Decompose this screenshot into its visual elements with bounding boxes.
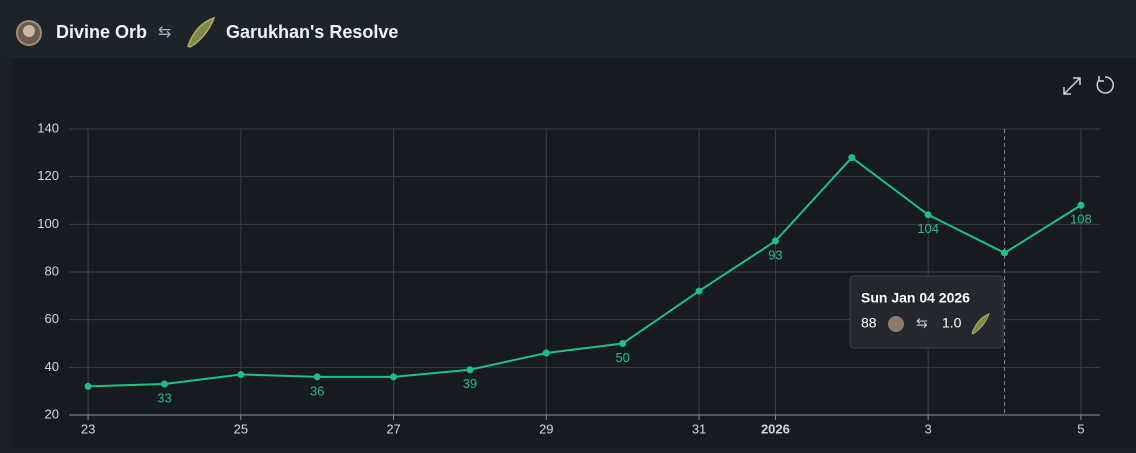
tooltip-box xyxy=(849,275,1004,349)
point xyxy=(466,366,474,374)
reset-button[interactable] xyxy=(1096,76,1114,94)
point xyxy=(695,287,703,295)
x-tick-label: 5 xyxy=(1077,421,1084,436)
tooltip-ratio: 1.0 xyxy=(942,315,962,331)
x-tick-label: 25 xyxy=(234,421,248,436)
data-label: 36 xyxy=(310,383,324,398)
point xyxy=(542,349,550,357)
x-tick-label: 31 xyxy=(692,421,706,436)
point xyxy=(924,211,932,219)
x-tick-label: 2026 xyxy=(761,421,790,436)
point xyxy=(619,340,627,347)
point xyxy=(160,380,168,388)
to-name: Garukhan's Resolve xyxy=(226,22,398,42)
chart-panel xyxy=(12,58,1136,448)
header-bar xyxy=(0,0,1136,58)
x-tick-label: 3 xyxy=(925,421,932,436)
from-name: Divine Orb xyxy=(56,22,147,42)
from-icon xyxy=(16,20,42,46)
data-label: 93 xyxy=(768,247,782,262)
swap-arrow: ⇆ xyxy=(158,24,171,41)
y-tick-label: 60 xyxy=(45,311,59,326)
tooltip-value: 88 xyxy=(861,315,877,331)
y-tick-label: 120 xyxy=(37,168,59,183)
data-label: 39 xyxy=(463,376,477,391)
expand-button[interactable] xyxy=(1063,77,1081,95)
y-tick-label: 80 xyxy=(45,263,59,278)
point xyxy=(1077,201,1085,209)
tooltip-to-icon xyxy=(971,313,990,335)
point xyxy=(237,370,245,378)
tooltip: Sun Jan 04 2026 88 ⇆ 1.0 xyxy=(849,275,1004,349)
y-tick-label: 100 xyxy=(37,216,59,231)
data-label: 104 xyxy=(917,221,939,236)
point xyxy=(771,237,779,245)
tooltip-title: Sun Jan 04 2026 xyxy=(861,290,970,306)
point xyxy=(1001,249,1009,257)
x-tick-label: 27 xyxy=(386,421,400,436)
point xyxy=(313,373,321,381)
x-tick-label: 23 xyxy=(81,421,95,436)
data-label: 108 xyxy=(1070,212,1092,227)
plot: 20 40 60 80 100 120 140 23 25 27 29 31 2026 3 5 33 36 39 5… xyxy=(37,120,1100,436)
point xyxy=(390,373,398,381)
y-tick-label: 140 xyxy=(37,120,59,135)
point xyxy=(84,382,92,390)
y-tick-label: 20 xyxy=(45,406,59,421)
point xyxy=(848,154,856,162)
data-label: 50 xyxy=(615,350,629,365)
x-tick-label: 29 xyxy=(539,421,553,436)
y-tick-label: 40 xyxy=(45,359,59,374)
tooltip-arrow: ⇆ xyxy=(916,315,928,331)
to-icon xyxy=(187,16,216,48)
tooltip-from-icon xyxy=(888,316,904,332)
data-label: 33 xyxy=(157,390,171,405)
line xyxy=(88,156,1082,388)
